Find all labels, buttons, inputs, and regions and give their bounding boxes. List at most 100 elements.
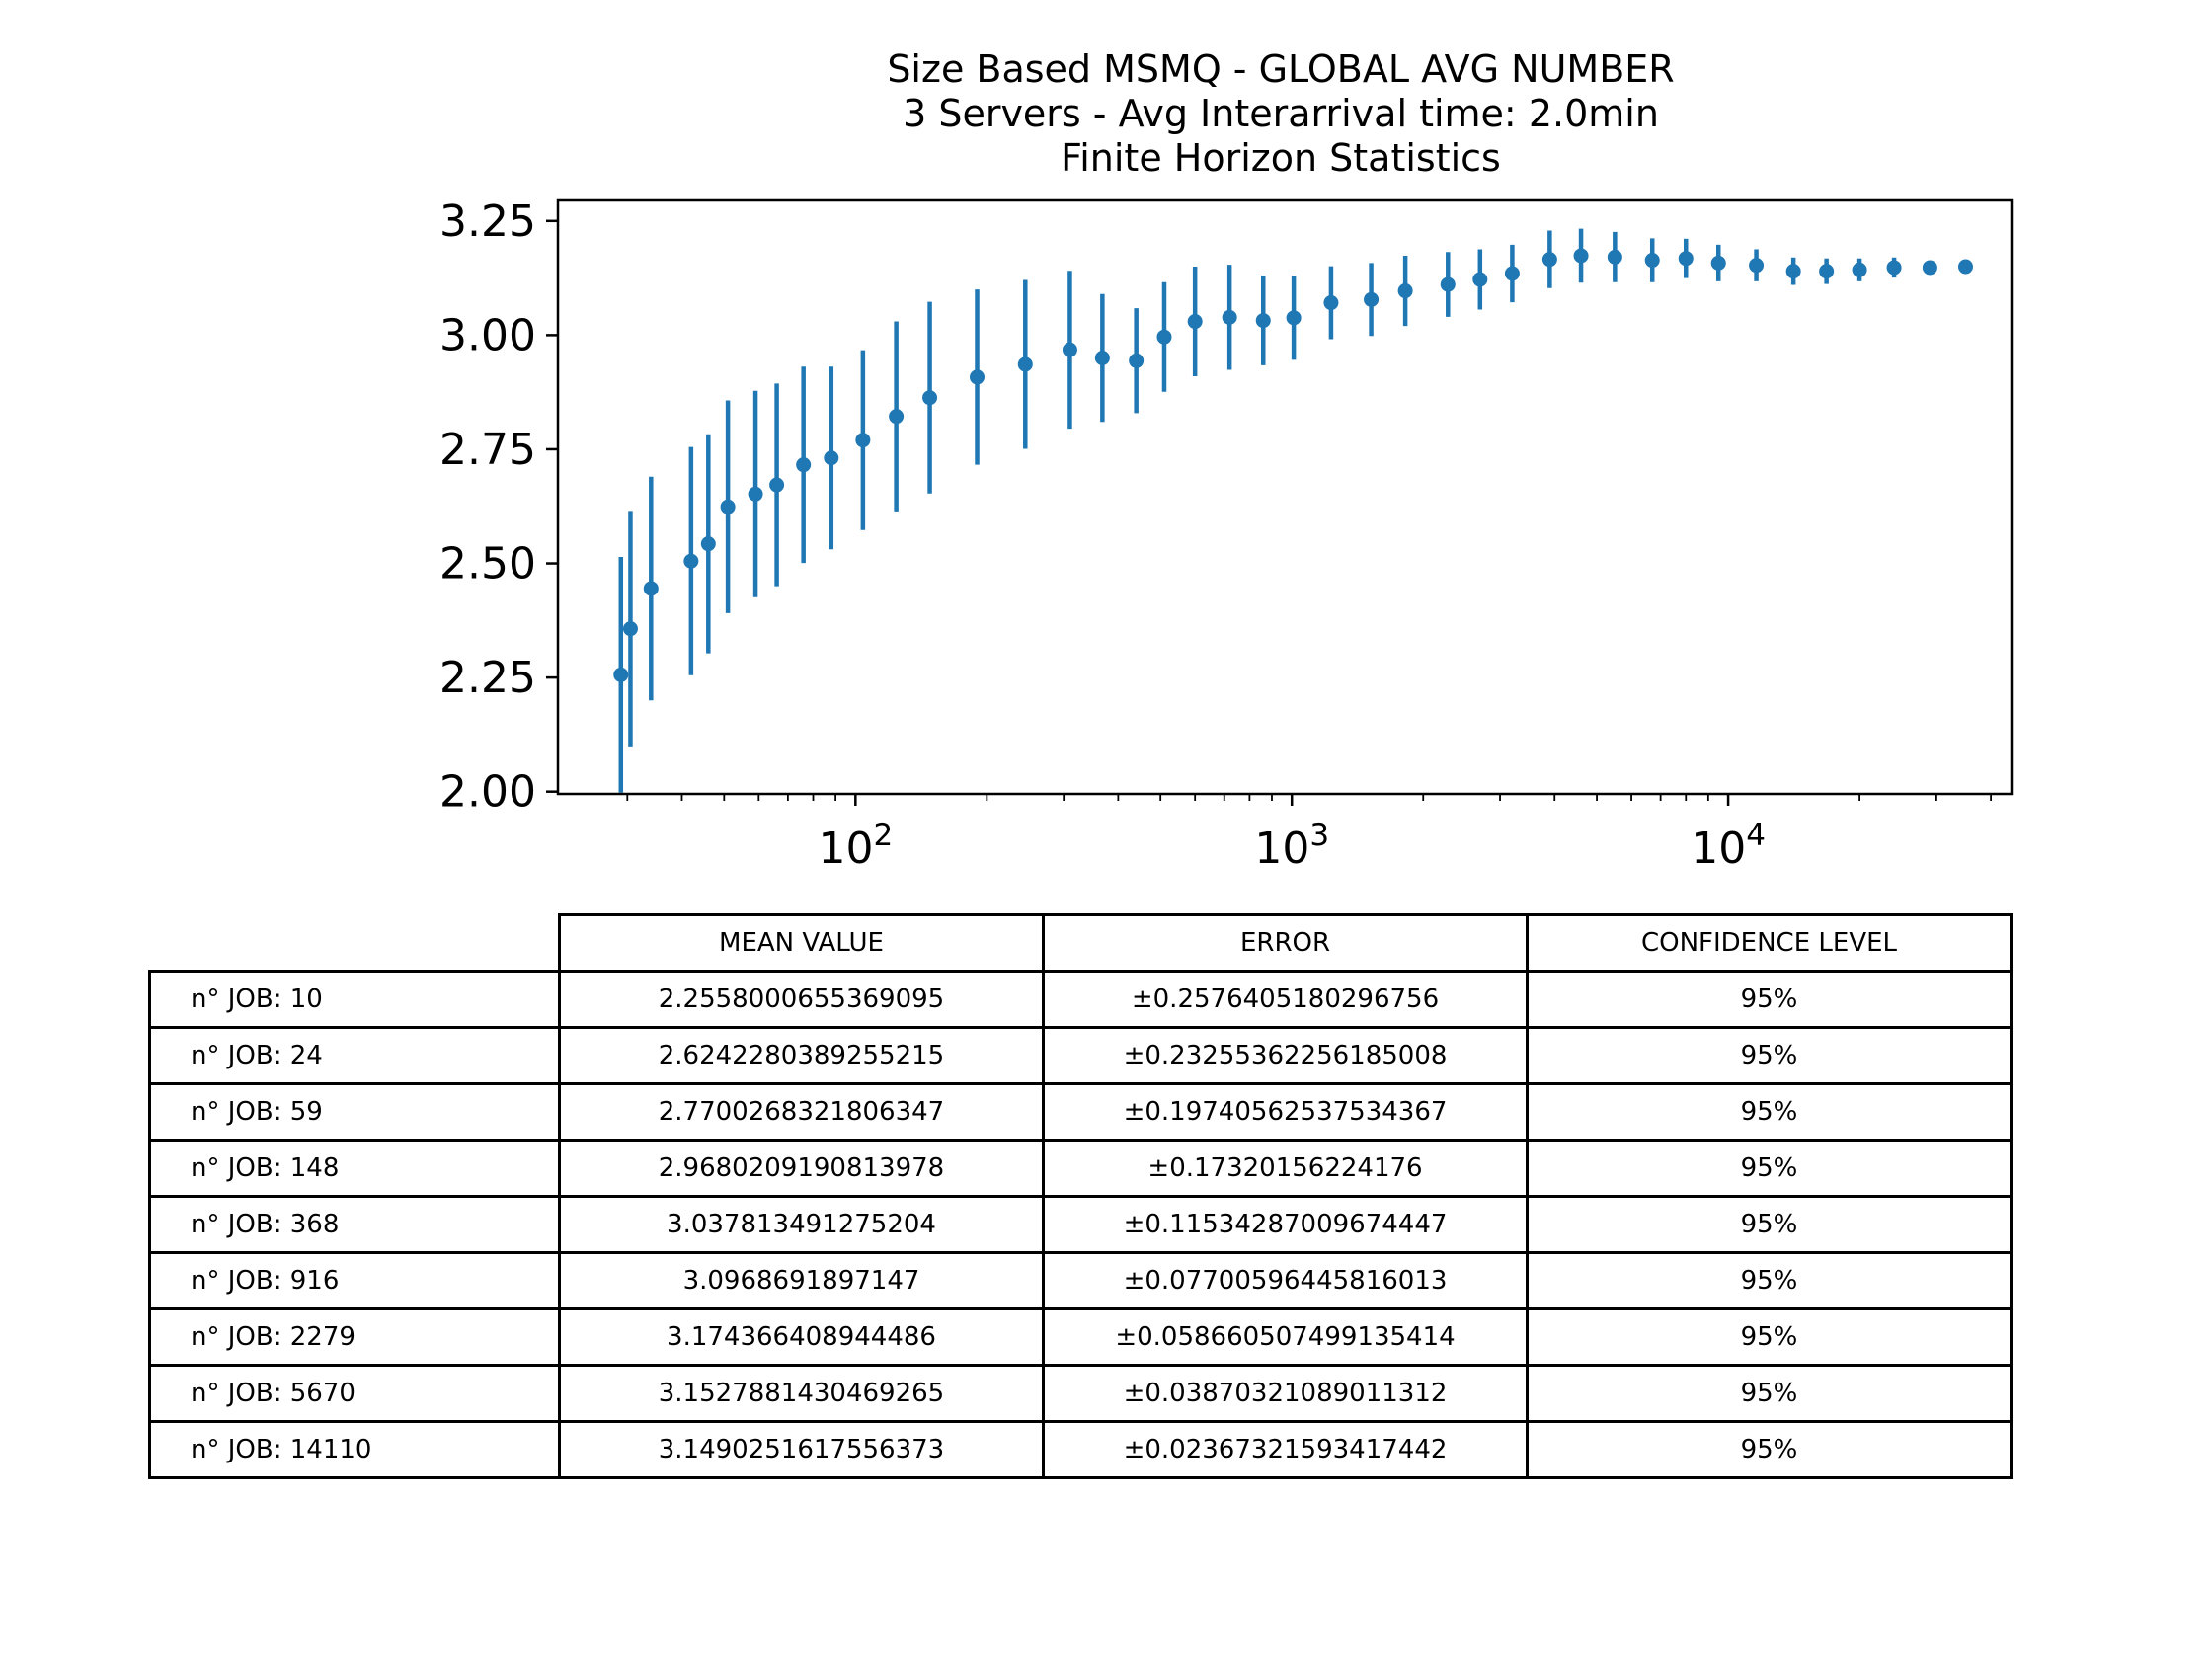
data-point <box>1957 259 1973 275</box>
error-cell: ±0.11534287009674447 <box>1042 1195 1529 1254</box>
data-point <box>1710 255 1726 271</box>
error-cell: ±0.058660507499135414 <box>1042 1307 1529 1367</box>
error-cell: ±0.17320156224176 <box>1042 1139 1529 1198</box>
confidence-cell: 95% <box>1526 970 2013 1029</box>
data-point <box>889 409 905 425</box>
errorbar-chart: Size Based MSMQ - GLOBAL AVG NUMBER 3 Se… <box>439 47 2014 874</box>
plot-area <box>613 228 1973 793</box>
data-point <box>1222 309 1237 325</box>
data-point <box>700 536 716 552</box>
data-point <box>1886 260 1902 276</box>
data-point <box>1255 313 1271 329</box>
data-point <box>970 369 986 385</box>
y-tick-label: 3.25 <box>439 197 536 247</box>
data-point <box>1156 329 1172 345</box>
data-point <box>1678 251 1694 267</box>
statistics-table: MEAN VALUE ERROR CONFIDENCE LEVEL n° JOB… <box>148 913 2013 1479</box>
table-corner-cell <box>149 914 561 973</box>
data-point <box>1286 310 1302 326</box>
data-point <box>1094 350 1110 365</box>
row-label: n° JOB: 14110 <box>148 1420 561 1479</box>
error-cell: ±0.2576405180296756 <box>1042 970 1529 1029</box>
error-cell: ±0.07700596445816013 <box>1042 1251 1529 1310</box>
confidence-cell: 95% <box>1526 1195 2013 1254</box>
error-cell: ±0.02367321593417442 <box>1042 1420 1529 1479</box>
x-tick-label: 103 <box>1254 818 1329 874</box>
confidence-cell: 95% <box>1526 1307 2013 1367</box>
plot-frame <box>556 198 2014 796</box>
data-point <box>1749 258 1765 274</box>
data-point <box>769 477 785 493</box>
data-point <box>1129 353 1145 368</box>
data-point <box>643 581 659 596</box>
row-label: n° JOB: 24 <box>148 1026 561 1085</box>
y-tick-label: 2.50 <box>439 539 536 590</box>
data-point <box>1364 291 1380 307</box>
row-label: n° JOB: 5670 <box>148 1364 561 1423</box>
table-row: n° JOB: 368 3.037813491275204 ±0.1153428… <box>148 1195 2013 1254</box>
axes: 2.00 2.25 2.50 2.75 3.00 3.25 102 103 104 <box>439 197 2014 874</box>
data-point <box>796 457 812 473</box>
data-point <box>922 390 938 406</box>
mean-value-cell: 2.7700268321806347 <box>558 1082 1045 1142</box>
table-row: n° JOB: 2279 3.174366408944486 ±0.058660… <box>148 1307 2013 1367</box>
data-point <box>613 667 629 682</box>
confidence-cell: 95% <box>1526 1364 2013 1423</box>
data-point <box>748 486 763 502</box>
confidence-cell: 95% <box>1526 1251 2013 1310</box>
y-tick-label: 2.25 <box>439 653 536 703</box>
mean-value-cell: 3.1490251617556373 <box>558 1420 1045 1479</box>
table-row: n° JOB: 916 3.0968691897147 ±0.077005964… <box>148 1251 2013 1310</box>
data-point <box>1819 264 1835 279</box>
data-point <box>1440 276 1456 292</box>
data-point <box>1397 283 1413 299</box>
data-point <box>1062 342 1077 357</box>
data-point <box>1504 266 1520 281</box>
y-tick-label: 2.00 <box>439 767 536 818</box>
data-point <box>1644 253 1660 269</box>
table-header-row: MEAN VALUE ERROR CONFIDENCE LEVEL <box>149 913 2013 973</box>
chart-title-line-3: Finite Horizon Statistics <box>1061 136 1501 180</box>
header-confidence-level: CONFIDENCE LEVEL <box>1526 913 2013 973</box>
data-point <box>1922 260 1937 276</box>
chart-title-line-2: 3 Servers - Avg Interarrival time: 2.0mi… <box>903 92 1659 135</box>
error-cell: ±0.23255362256185008 <box>1042 1026 1529 1085</box>
table-row: n° JOB: 10 2.2558000655369095 ±0.2576405… <box>148 970 2013 1029</box>
mean-value-cell: 2.9680209190813978 <box>558 1139 1045 1198</box>
header-mean-value: MEAN VALUE <box>558 913 1045 973</box>
table-row: n° JOB: 24 2.6242280389255215 ±0.2325536… <box>148 1026 2013 1085</box>
x-tick-label: 104 <box>1691 818 1766 874</box>
y-tick-label: 2.75 <box>439 425 536 475</box>
data-point <box>1017 356 1033 372</box>
row-label: n° JOB: 59 <box>148 1082 561 1142</box>
row-label: n° JOB: 368 <box>148 1195 561 1254</box>
data-point <box>855 433 871 448</box>
data-point <box>1323 295 1339 311</box>
data-point <box>1852 262 1867 277</box>
table-row: n° JOB: 148 2.9680209190813978 ±0.173201… <box>148 1139 2013 1198</box>
mean-value-cell: 2.6242280389255215 <box>558 1026 1045 1085</box>
mean-value-cell: 2.2558000655369095 <box>558 970 1045 1029</box>
data-point <box>622 621 638 637</box>
confidence-cell: 95% <box>1526 1420 2013 1479</box>
chart-title: Size Based MSMQ - GLOBAL AVG NUMBER 3 Se… <box>887 47 1674 180</box>
data-point <box>683 553 699 569</box>
mean-value-cell: 3.037813491275204 <box>558 1195 1045 1254</box>
data-point <box>1785 264 1801 279</box>
y-tick-label: 3.00 <box>439 310 536 360</box>
table-row: n° JOB: 59 2.7700268321806347 ±0.1974056… <box>148 1082 2013 1142</box>
error-cell: ±0.19740562537534367 <box>1042 1082 1529 1142</box>
confidence-cell: 95% <box>1526 1139 2013 1198</box>
data-point <box>1472 272 1488 287</box>
data-point <box>1573 248 1589 264</box>
data-point <box>1541 252 1557 268</box>
table-row: n° JOB: 14110 3.1490251617556373 ±0.0236… <box>148 1420 2013 1479</box>
mean-value-cell: 3.1527881430469265 <box>558 1364 1045 1423</box>
row-label: n° JOB: 2279 <box>148 1307 561 1367</box>
confidence-cell: 95% <box>1526 1082 2013 1142</box>
confidence-cell: 95% <box>1526 1026 2013 1085</box>
data-point <box>1187 314 1203 330</box>
row-label: n° JOB: 916 <box>148 1251 561 1310</box>
data-point <box>824 450 839 466</box>
mean-value-cell: 3.174366408944486 <box>558 1307 1045 1367</box>
